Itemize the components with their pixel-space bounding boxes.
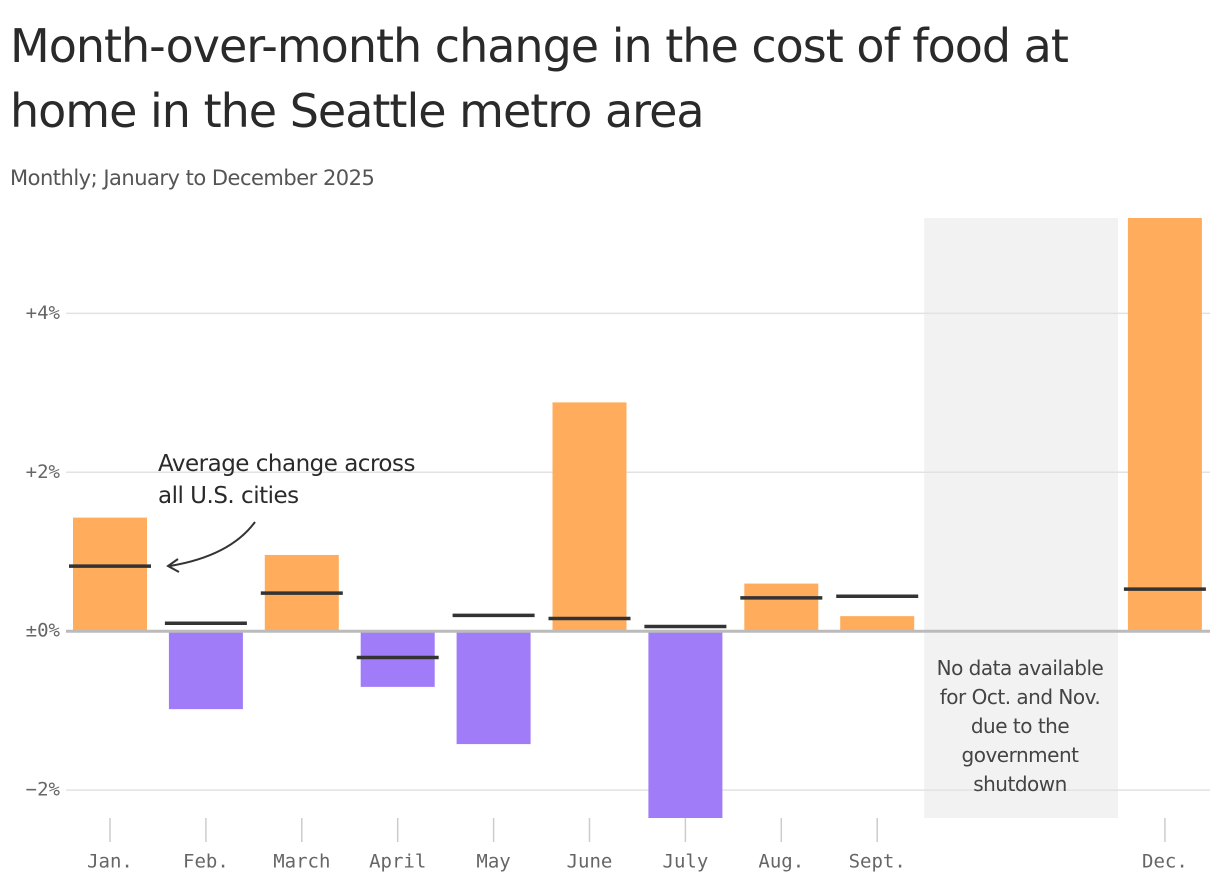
x-tick-label: April [369,851,426,873]
x-tick-label: March [273,851,330,873]
y-tick-label: +2% [26,461,61,483]
bar [73,517,147,632]
y-tick-label: −2% [26,779,61,801]
bar [168,631,243,710]
bar [456,631,531,745]
x-tick-label: Sept. [849,851,906,873]
x-tick-label: June [567,851,613,873]
bar [648,631,723,818]
y-tick-label: ±0% [26,620,61,642]
y-tick-label: +4% [26,302,61,324]
annotation: No data available for Oct. and Nov. due … [936,656,1104,796]
x-tick-label: May [476,851,510,873]
bar [552,402,627,632]
chart-subtitle: Monthly; January to December 2025 [10,166,375,190]
annotation-arrow [169,521,256,567]
no-data-region [1020,218,1118,818]
no-data-region [924,218,1023,818]
x-tick-label: Dec. [1142,851,1188,873]
x-tick-label: Jan. [87,851,133,873]
bar [840,616,915,632]
x-tick-label: Aug. [758,851,804,873]
x-tick-label: Feb. [183,851,229,873]
chart-title: Month-over-month change in the cost of f… [10,19,1069,138]
annotation: Average change across all U.S. cities [158,451,415,509]
x-tick-label: July [663,851,709,873]
annotation-arrowhead [166,558,180,573]
bar [744,583,819,632]
bar [1127,218,1202,632]
